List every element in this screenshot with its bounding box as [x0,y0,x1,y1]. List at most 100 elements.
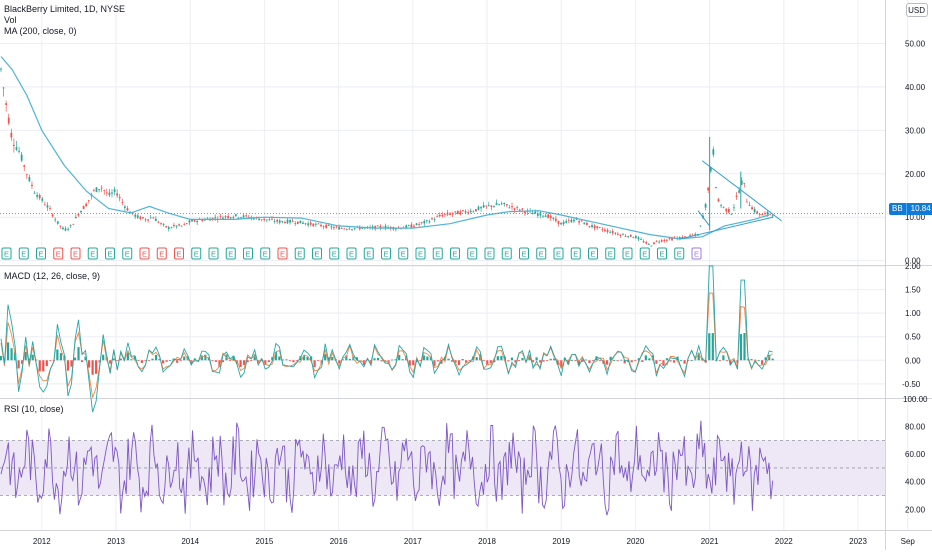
earnings-marker[interactable]: E [105,247,115,260]
rsi-label[interactable]: RSI (10, close) [4,404,64,414]
macd-histogram-bar [665,358,669,361]
candle-body [704,203,707,208]
earnings-marker[interactable]: E [570,247,581,260]
earnings-marker-box [174,247,184,260]
earnings-marker[interactable]: E [657,247,667,260]
candle-body [653,242,655,245]
candle-body [13,144,15,146]
earnings-marker-box [467,247,478,260]
earnings-marker[interactable]: E [467,247,478,260]
earnings-marker-box [484,247,495,260]
currency-button[interactable]: USD [906,3,928,17]
earnings-marker[interactable]: E [87,247,98,260]
macd-histogram-bar [186,356,189,361]
candle-body [126,208,129,211]
candle-body [51,214,54,217]
candle-body [56,221,59,224]
macd-histogram-bar [598,360,602,362]
candle-body [144,219,147,221]
candle-body [165,226,168,228]
earnings-marker[interactable]: E [191,247,202,260]
macd-histogram-bar [637,358,640,361]
volume-label[interactable]: Vol [4,15,17,25]
earnings-marker[interactable]: E [450,247,460,260]
earnings-marker[interactable]: E [243,247,253,260]
earnings-marker[interactable]: E [398,247,409,260]
candle-body [62,227,64,230]
time-axis-tick: 2018 [478,537,496,546]
earnings-marker[interactable]: E [519,247,529,260]
earnings-marker[interactable]: E [484,247,495,260]
macd-histogram-bar [264,360,267,365]
earnings-marker[interactable]: E [208,247,219,260]
candle-body [709,167,712,172]
earnings-marker[interactable]: E [18,247,29,260]
earnings-marker-box [657,247,667,260]
earnings-marker[interactable]: E [1,247,12,260]
macd-histogram-bar [179,360,182,362]
candle-body [611,231,614,234]
earnings-marker[interactable]: E [225,247,236,260]
earnings-marker[interactable]: E [174,247,184,260]
earnings-marker-label: E [314,250,319,259]
earnings-marker[interactable]: E [553,247,564,260]
candle-body [748,205,751,207]
earnings-marker[interactable]: E [122,247,133,260]
candle-body [358,227,361,230]
earnings-marker[interactable]: E [277,247,288,260]
macd-histogram-bar [112,358,115,361]
macd-histogram-bar [697,352,700,361]
earnings-marker[interactable]: E [70,247,81,260]
macd-histogram-bar [204,354,207,361]
earnings-marker[interactable]: E [312,247,322,260]
earnings-marker-box [415,247,426,260]
earnings-marker[interactable]: E [639,247,650,260]
macd-histogram-bar [250,360,253,362]
macd-group [0,265,774,413]
candle-body [740,180,743,185]
macd-histogram-bar [169,360,172,362]
candle-body [423,221,426,224]
earnings-marker[interactable]: E [605,247,616,260]
candle-body [234,214,237,216]
candle-body [134,214,137,217]
earnings-marker[interactable]: E [53,247,64,260]
macd-histogram-bar [91,360,94,375]
candle-body [343,228,346,230]
macd-histogram-bar [151,358,154,361]
candle-body [25,174,28,176]
time-axis-tick: 2015 [256,537,274,546]
earnings-marker[interactable]: E [363,247,374,260]
earnings-marker-box [432,247,443,260]
earnings-marker[interactable]: E [588,247,598,260]
candle-body [149,217,152,219]
earnings-marker[interactable]: E [674,247,685,260]
earnings-marker[interactable]: E [622,247,633,260]
macd-histogram-bar [6,342,10,361]
earnings-marker[interactable]: E [156,247,167,260]
symbol-title[interactable]: BlackBerry Limited, 1D, NYSE [4,4,126,14]
earnings-marker[interactable]: E [346,247,357,260]
earnings-marker[interactable]: E [294,247,305,260]
earnings-marker[interactable]: E [501,247,512,260]
ma-label[interactable]: MA (200, close, 0) [4,26,77,36]
earnings-marker[interactable]: E [691,247,702,260]
candle-body [635,236,637,238]
macd-line [0,265,773,413]
macd-histogram-bar [658,360,662,362]
earnings-marker[interactable]: E [381,247,391,260]
earnings-marker[interactable]: E [415,247,426,260]
earnings-marker[interactable]: E [139,247,150,260]
earnings-marker[interactable]: E [36,247,46,260]
macd-label[interactable]: MACD (12, 26, close, 9) [4,271,101,281]
earnings-marker[interactable]: E [536,247,547,260]
earnings-marker-box [553,247,564,260]
earnings-marker[interactable]: E [432,247,443,260]
earnings-marker[interactable]: E [260,247,271,260]
earnings-marker-label: E [176,250,181,259]
earnings-marker-box [346,247,357,260]
earnings-marker[interactable]: E [329,247,340,260]
earnings-marker-label: E [694,250,699,259]
